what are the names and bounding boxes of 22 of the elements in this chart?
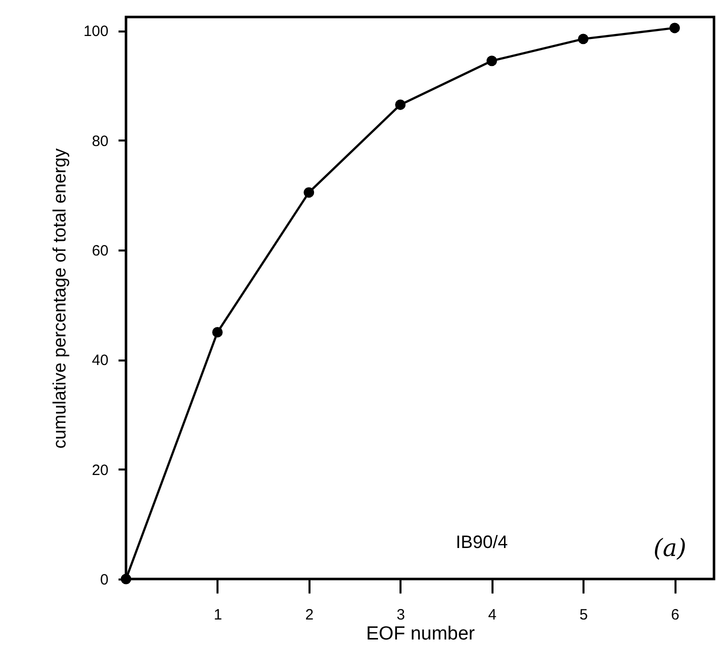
y-tick-label: 20 (92, 462, 108, 479)
x-tick-label: 6 (671, 606, 680, 624)
x-axis-title: EOF number (366, 624, 476, 644)
annotation: IB90/4 (456, 532, 508, 552)
point (395, 99, 406, 110)
x-tick-label: 4 (488, 606, 496, 624)
point (304, 187, 314, 198)
x-tick-label: 1 (214, 606, 222, 624)
y-tick-label: 40 (92, 352, 108, 370)
y-tick-label: 100 (83, 23, 108, 40)
point (212, 327, 223, 338)
point (486, 56, 498, 66)
point (669, 22, 680, 34)
x-tick-label: 3 (396, 606, 406, 624)
x-tick-label: 5 (580, 606, 588, 624)
y-tick-label: 0 (100, 572, 108, 588)
y-tick-label: 60 (92, 242, 108, 260)
annotation: (a) (653, 534, 686, 562)
x-tick-label: 2 (305, 606, 314, 624)
point (578, 34, 588, 44)
y-tick-label: 80 (92, 132, 108, 150)
y-axis-title: cumulative percentage of total energy (49, 148, 70, 449)
